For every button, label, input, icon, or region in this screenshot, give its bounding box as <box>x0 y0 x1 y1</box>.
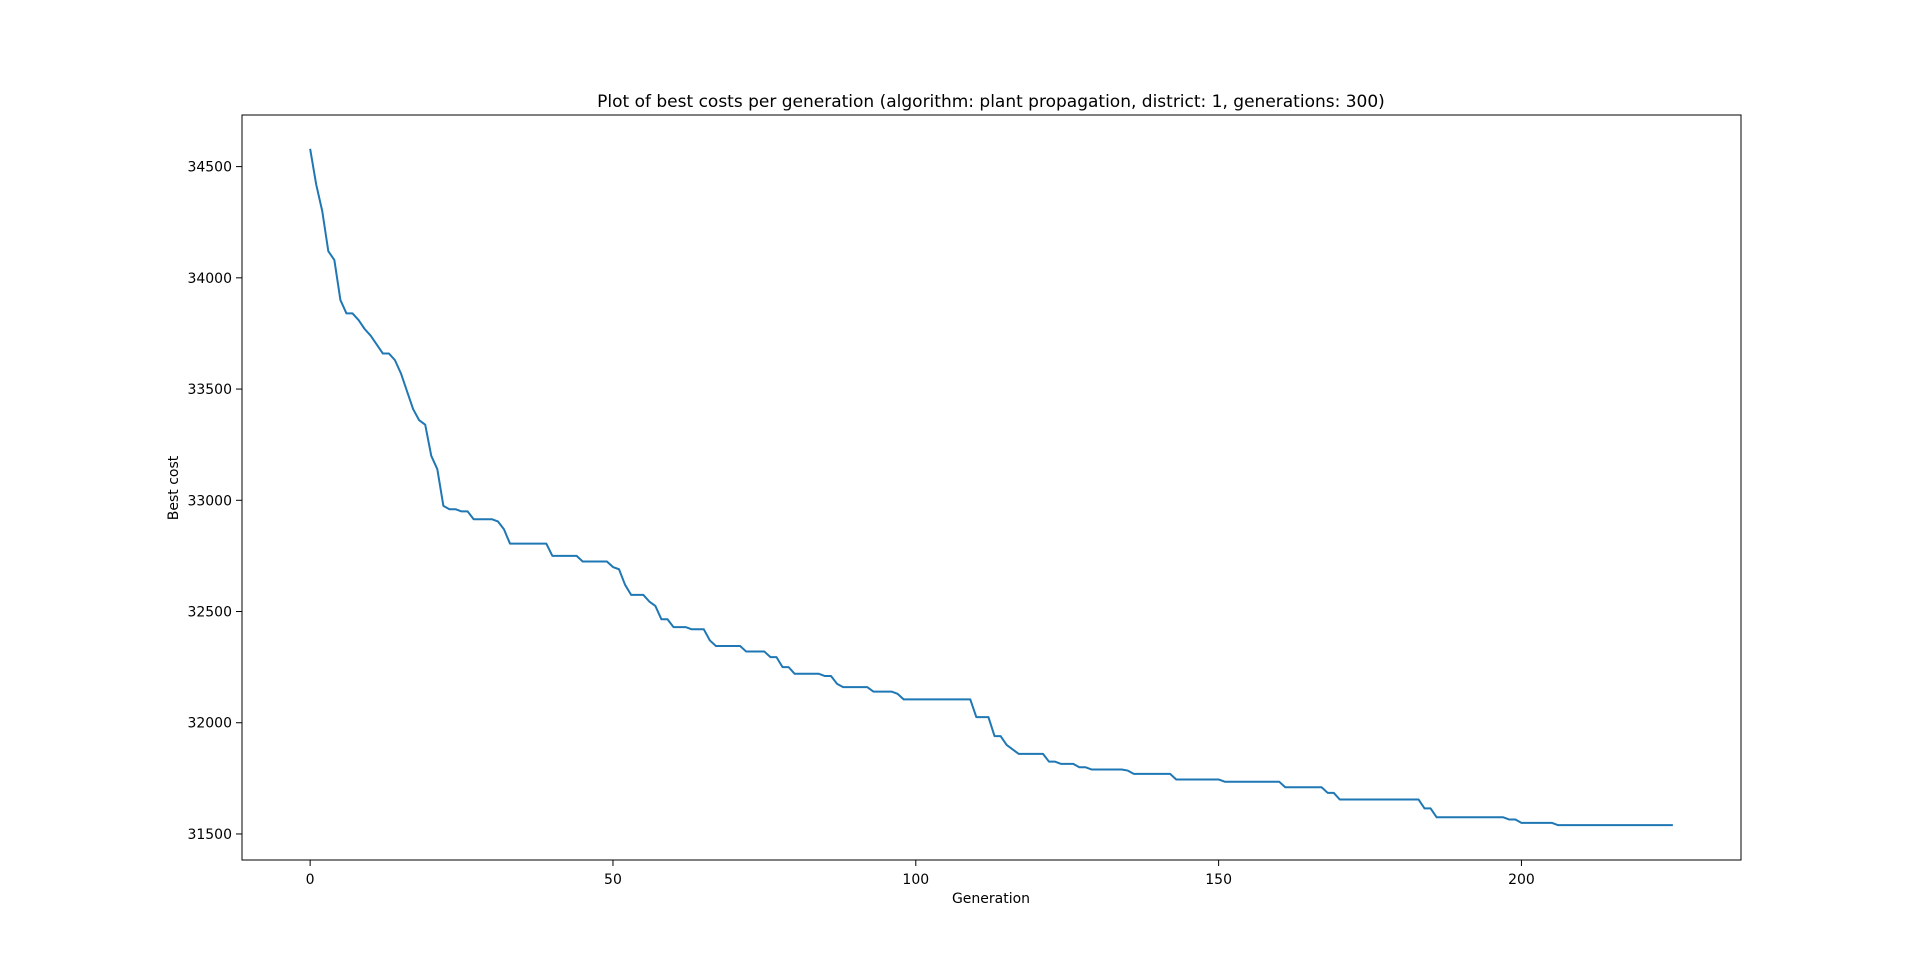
plot-frame <box>241 114 1742 861</box>
x-tick-label: 150 <box>1205 872 1232 888</box>
x-tick-label: 50 <box>604 872 622 888</box>
y-tick-label: 33000 <box>187 493 232 509</box>
y-tick-label: 33500 <box>187 382 232 398</box>
y-tick-label: 31500 <box>187 827 232 843</box>
x-tick-label: 200 <box>1508 872 1535 888</box>
y-tick-label: 32000 <box>187 716 232 732</box>
chart-title: Plot of best costs per generation (algor… <box>597 92 1385 112</box>
x-tick-label: 0 <box>306 872 315 888</box>
x-tick-label: 100 <box>902 872 929 888</box>
y-axis-label: Best cost <box>166 455 182 520</box>
line <box>309 148 1673 827</box>
y-tick-label: 32500 <box>187 605 232 621</box>
x-axis-label: Generation <box>952 891 1030 907</box>
y-tick-label: 34000 <box>187 271 232 287</box>
y-tick-label: 34500 <box>187 160 232 176</box>
